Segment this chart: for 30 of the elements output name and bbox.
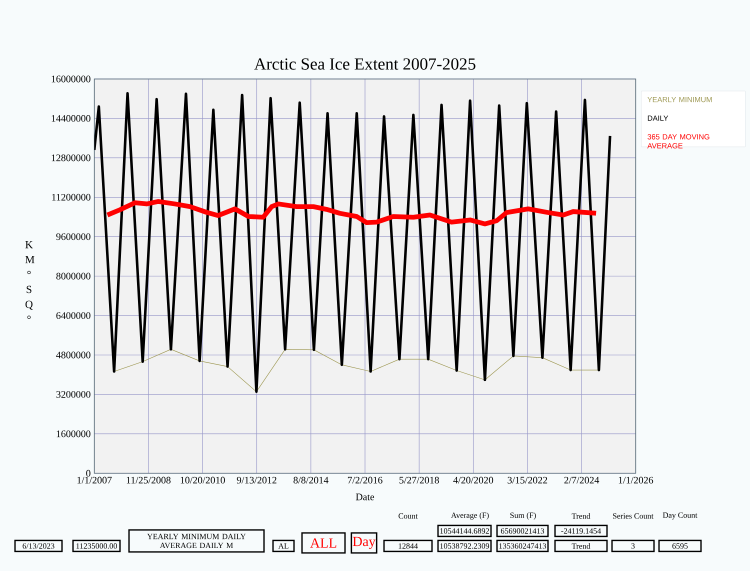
chart-title: Arctic Sea Ice Extent 2007-2025 <box>254 58 476 70</box>
y-tick-label: 0 <box>86 470 90 477</box>
x-tick-label: 1/1/2026 <box>618 476 654 484</box>
x-tick-label: 1/1/2007 <box>77 476 112 484</box>
text: Day <box>352 536 376 550</box>
text: ALL <box>310 538 336 548</box>
y-tick-label: 3200000 <box>56 391 90 398</box>
y-tick-label: 1600000 <box>56 430 90 438</box>
y-tick-label: 9600000 <box>56 233 90 240</box>
line-series <box>114 349 600 392</box>
x-tick-label: 3/15/2022 <box>508 476 548 484</box>
x-axis-title: Date <box>356 494 374 500</box>
x-tick-label: 9/13/2012 <box>236 476 276 484</box>
y-tick-label: 11200000 <box>52 194 90 201</box>
x-tick-label: 10/20/2010 <box>180 476 225 484</box>
x-tick-label: 5/27/2018 <box>400 476 439 484</box>
y-tick-label: 4800000 <box>56 352 90 358</box>
x-tick-label: 11/25/2008 <box>126 476 171 484</box>
y-tick-label: 16000000 <box>52 76 90 82</box>
y-tick-label: 12800000 <box>52 154 90 162</box>
y-tick-label: 6400000 <box>56 312 90 319</box>
x-tick-label: 8/8/2014 <box>294 476 328 484</box>
x-tick-label: 2/7/2024 <box>564 476 600 484</box>
y-tick-label: 14400000 <box>52 115 90 122</box>
y-axis-title: K M ° S Q ° <box>25 241 34 319</box>
line-series <box>94 92 612 394</box>
x-tick-label: 7/2/2016 <box>348 476 382 484</box>
x-tick-label: 4/20/2020 <box>453 476 494 484</box>
y-tick-label: 8000000 <box>56 272 90 280</box>
line-series <box>105 199 598 226</box>
